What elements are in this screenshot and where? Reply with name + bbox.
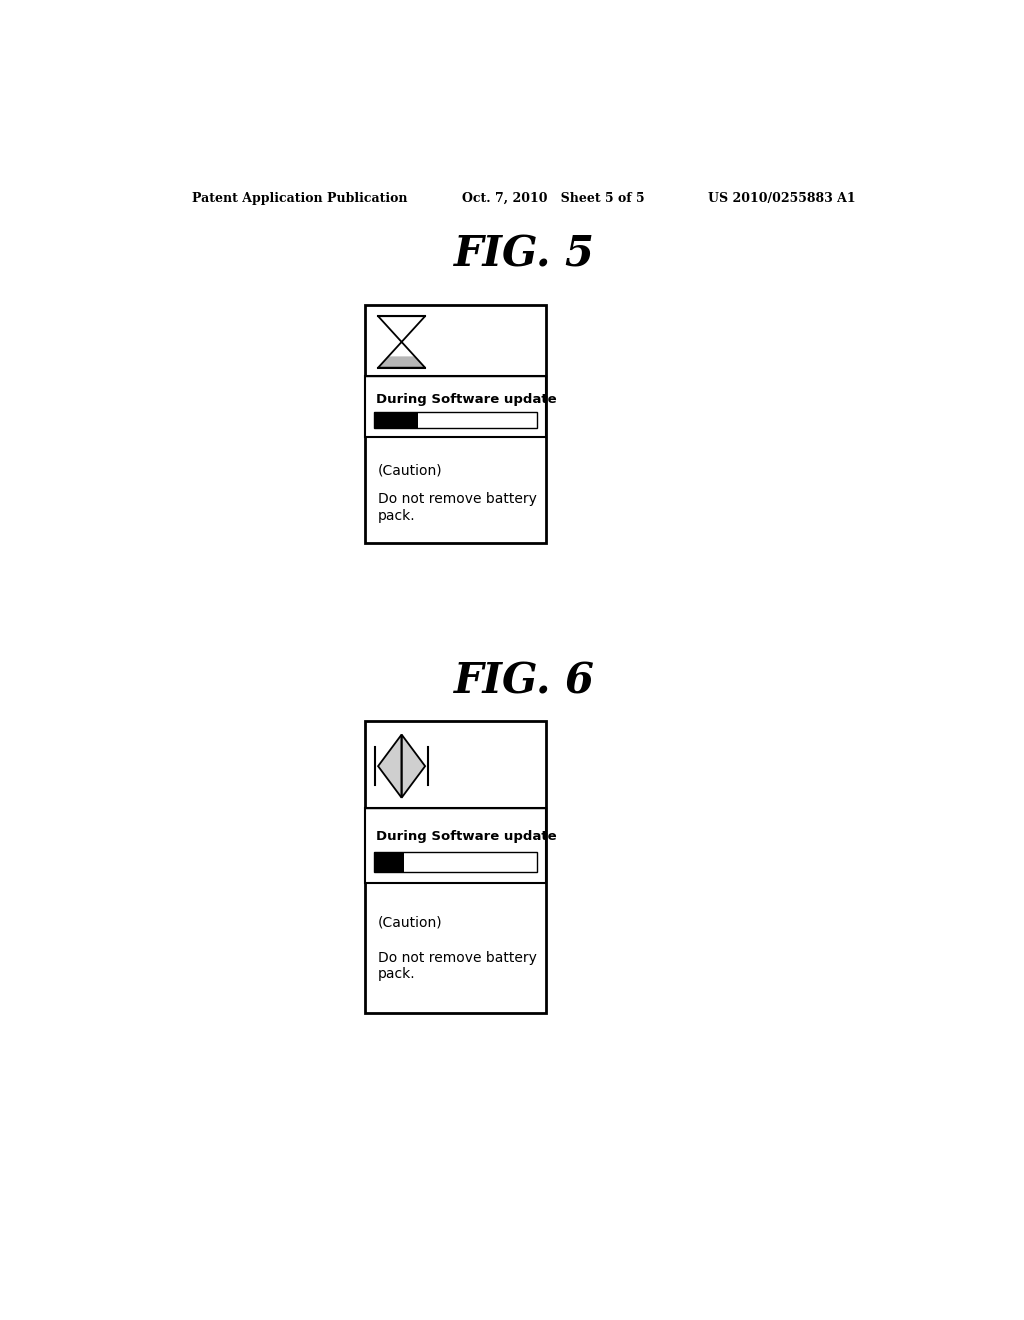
Bar [366, 721, 547, 1014]
Bar [366, 376, 547, 437]
Text: Do not remove battery
pack.: Do not remove battery pack. [378, 950, 537, 981]
Polygon shape [378, 356, 425, 368]
Text: (Caution): (Caution) [378, 916, 442, 929]
Text: FIG. 6: FIG. 6 [455, 661, 595, 704]
Polygon shape [401, 734, 425, 797]
Bar [375, 851, 403, 871]
Text: Patent Application Publication: Patent Application Publication [193, 191, 408, 205]
Text: US 2010/0255883 A1: US 2010/0255883 A1 [708, 191, 856, 205]
Text: (Caution): (Caution) [378, 463, 442, 478]
Bar [375, 412, 419, 428]
Text: Oct. 7, 2010   Sheet 5 of 5: Oct. 7, 2010 Sheet 5 of 5 [462, 191, 644, 205]
Text: During Software update: During Software update [376, 393, 557, 407]
Bar [375, 412, 538, 428]
Polygon shape [378, 734, 401, 797]
Bar [366, 808, 547, 883]
Bar [375, 851, 538, 871]
Text: FIG. 5: FIG. 5 [455, 234, 595, 276]
Text: Do not remove battery
pack.: Do not remove battery pack. [378, 492, 537, 523]
Bar [366, 305, 547, 544]
Text: During Software update: During Software update [376, 830, 557, 843]
